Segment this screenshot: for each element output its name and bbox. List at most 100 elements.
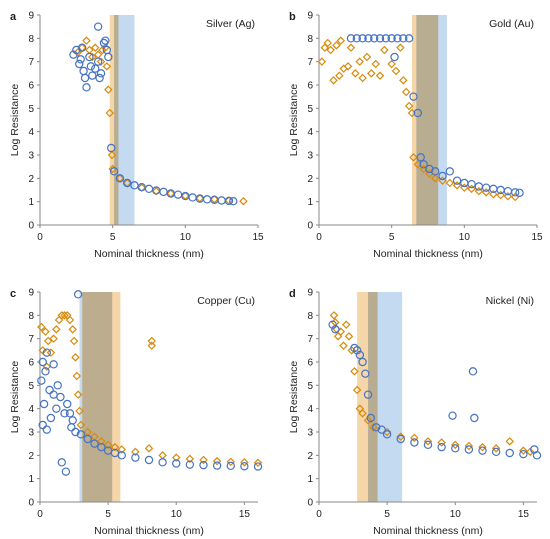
data-point-circle — [93, 22, 103, 31]
data-point-diamond — [336, 36, 346, 45]
x-tick-label: 10 — [171, 509, 183, 520]
panel-title: Copper (Cu) — [197, 295, 255, 307]
x-axis-label: Nominal thickness (nm) — [373, 248, 483, 260]
y-tick-label: 2 — [307, 451, 313, 462]
data-point-diamond — [363, 416, 373, 425]
data-point-diamond — [131, 447, 140, 457]
data-point-diamond — [339, 64, 348, 73]
data-point-diamond — [489, 189, 498, 199]
data-point-circle — [370, 34, 379, 43]
data-point-diamond — [42, 362, 52, 371]
data-point-diamond — [431, 174, 440, 183]
data-point-diamond — [355, 57, 364, 66]
data-point-diamond — [451, 440, 460, 450]
data-point-diamond — [391, 66, 401, 76]
data-point-circle — [364, 34, 373, 43]
data-point-circle — [387, 34, 396, 43]
data-point-diamond — [96, 57, 106, 66]
data-point-diamond — [68, 325, 77, 334]
data-point-circle — [56, 392, 65, 402]
y-tick-label: 9 — [307, 288, 313, 299]
data-point-circle — [352, 34, 361, 43]
data-point-circle — [358, 34, 367, 43]
data-point-diamond — [401, 87, 411, 97]
data-point-diamond — [409, 153, 418, 162]
data-point-circle — [467, 179, 476, 189]
panel-letter: a — [10, 11, 17, 23]
data-point-circle — [172, 459, 181, 468]
x-tick-label: 0 — [37, 509, 43, 520]
data-point-circle — [226, 461, 235, 471]
axes: 0 1 2 3 4 5 6 7 8 9 0 5 10 15 — [307, 288, 537, 520]
series-orange — [73, 36, 248, 206]
data-point-circle — [452, 176, 462, 185]
data-point-circle — [423, 440, 433, 450]
data-point-diamond — [158, 451, 167, 460]
data-point-circle — [437, 442, 446, 452]
data-point-circle — [445, 167, 454, 176]
series-orange — [37, 311, 263, 468]
data-point-circle — [42, 348, 52, 357]
data-point-circle — [185, 460, 195, 469]
data-point-circle — [65, 409, 75, 418]
data-point-circle — [93, 57, 103, 66]
y-tick-label: 3 — [28, 428, 34, 439]
x-tick-label: 5 — [105, 509, 111, 520]
x-tick-label: 15 — [252, 232, 264, 243]
panel-title: Silver (Ag) — [206, 18, 255, 30]
data-point-diamond — [144, 444, 154, 453]
data-point-circle — [470, 413, 479, 423]
data-point-circle — [52, 404, 61, 413]
data-point-diamond — [342, 320, 351, 329]
data-point-circle — [38, 420, 47, 430]
chart-panel-a: 0 1 2 3 4 5 6 7 8 9 0 5 10 15 Nominal thickness (nm) Lo… — [9, 11, 264, 261]
y-tick-label: 0 — [307, 498, 313, 509]
data-point-circle — [409, 92, 418, 101]
band-overlap — [368, 292, 378, 502]
x-tick-label: 15 — [239, 509, 251, 520]
data-point-circle — [202, 195, 212, 204]
panel-letter: c — [10, 288, 16, 300]
data-point-circle — [519, 449, 528, 459]
data-point-circle — [67, 423, 76, 432]
y-tick-label: 0 — [28, 221, 34, 232]
data-point-circle — [375, 34, 385, 43]
data-point-circle — [85, 52, 94, 62]
y-tick-label: 5 — [28, 104, 34, 115]
series-blue — [37, 290, 263, 476]
data-point-diamond — [350, 367, 359, 376]
data-point-circle — [60, 409, 69, 418]
data-point-circle — [45, 385, 54, 395]
band-overlap — [82, 292, 113, 502]
x-tick-label: 0 — [316, 232, 322, 243]
y-tick-label: 0 — [28, 498, 34, 509]
data-point-diamond — [37, 322, 46, 332]
data-point-circle — [101, 36, 110, 45]
data-point-circle — [144, 184, 154, 194]
data-point-circle — [75, 59, 84, 69]
y-tick-label: 4 — [307, 127, 313, 138]
data-point-circle — [224, 196, 234, 206]
data-point-circle — [399, 34, 408, 43]
data-point-diamond — [104, 85, 113, 94]
y-tick-label: 9 — [28, 11, 34, 22]
axes: 0 1 2 3 4 5 6 7 8 9 0 5 10 15 — [28, 288, 258, 520]
data-point-circle — [372, 423, 381, 432]
y-tick-label: 9 — [28, 288, 34, 299]
data-point-circle — [358, 357, 367, 367]
data-point-circle — [451, 444, 460, 453]
data-point-diamond — [519, 446, 528, 455]
data-point-circle — [80, 73, 90, 83]
thickness-bands — [357, 292, 403, 502]
data-point-circle — [39, 399, 49, 409]
data-point-diamond — [195, 193, 205, 203]
data-point-circle — [199, 460, 208, 470]
chart-panel-d: 0 1 2 3 4 5 6 7 8 9 0 5 10 15 Nominal thickness (nm) Lo… — [288, 288, 542, 537]
band-overlap — [416, 15, 439, 225]
data-point-diamond — [496, 190, 505, 200]
y-tick-label: 7 — [307, 57, 313, 68]
data-point-diamond — [199, 455, 208, 465]
y-axis-label: Log Resistance — [9, 84, 21, 157]
data-point-circle — [115, 174, 125, 183]
y-tick-label: 3 — [307, 428, 313, 439]
